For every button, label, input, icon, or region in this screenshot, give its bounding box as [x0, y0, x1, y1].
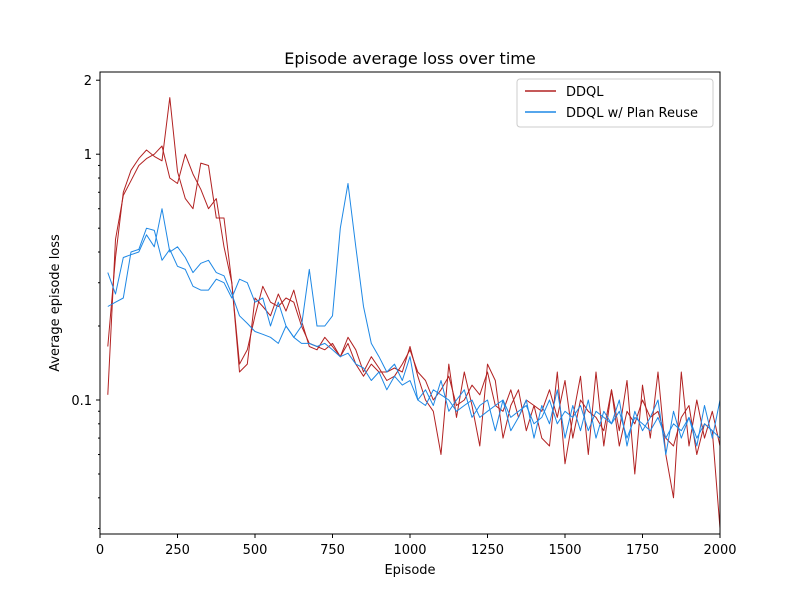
- x-tick-label: 2000: [703, 543, 736, 558]
- y-tick-label: 1: [84, 148, 92, 163]
- x-tick-label: 500: [243, 543, 268, 558]
- legend: DDQL DDQL w/ Plan Reuse: [516, 78, 714, 128]
- x-axis: 0 250 500 750 1000 1250 1500 1750 2000: [96, 534, 737, 558]
- x-tick-label: 750: [320, 543, 345, 558]
- plot-lines: [107, 97, 721, 529]
- x-tick-label: 1000: [393, 543, 426, 558]
- legend-label-plan-reuse: DDQL w/ Plan Reuse: [566, 106, 698, 121]
- y-tick-label: 2: [84, 74, 92, 89]
- y-tick-label: 0.1: [71, 394, 92, 409]
- x-tick-label: 0: [96, 543, 104, 558]
- x-axis-label: Episode: [384, 563, 435, 578]
- legend-box: [516, 78, 714, 128]
- series-line-ddql-run-2: [107, 97, 721, 499]
- x-tick-label: 1500: [548, 543, 581, 558]
- x-tick-label: 1750: [626, 543, 659, 558]
- legend-label-ddql: DDQL: [566, 85, 604, 100]
- plot-frame: [99, 71, 721, 535]
- series-line-plan-reuse-run-2: [107, 183, 721, 455]
- x-tick-label: 250: [165, 543, 190, 558]
- y-axis-label: Average episode loss: [48, 234, 63, 372]
- x-tick-label: 1250: [471, 543, 504, 558]
- chart-title: Episode average loss over time: [284, 49, 535, 68]
- series-line-plan-reuse-run-1: [107, 208, 721, 439]
- y-axis: 0.1 1 2: [71, 74, 100, 530]
